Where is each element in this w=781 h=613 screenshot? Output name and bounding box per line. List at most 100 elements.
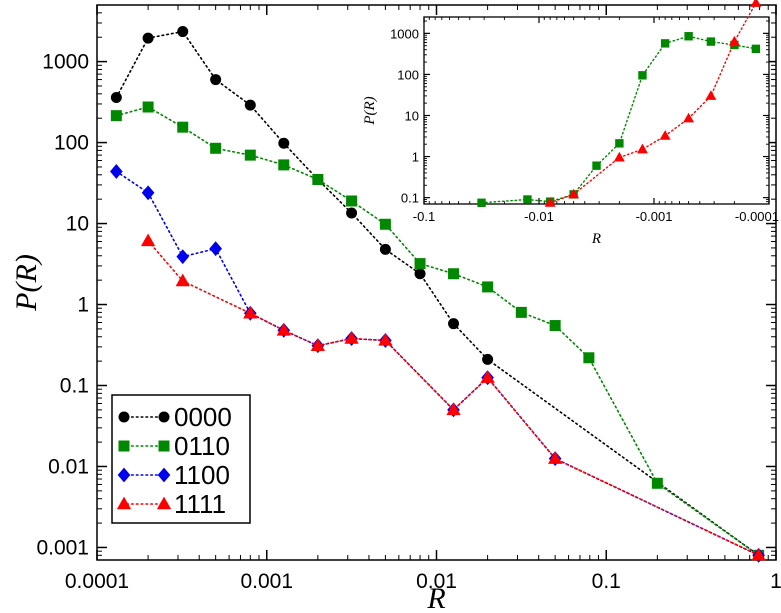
inset-chart: -0.1 -0.01 -0.001 -0.0001 0.1 1 10 100 1000 R P(R) bbox=[362, 0, 779, 247]
series-1100-point bbox=[141, 185, 155, 201]
series-0000-point bbox=[482, 353, 494, 365]
inset-y-tick-label: 1000 bbox=[390, 26, 419, 41]
inset-series-0110-point bbox=[592, 161, 601, 170]
inset-series-0110-point bbox=[477, 198, 486, 207]
series-0110-point bbox=[177, 121, 189, 133]
series-0110-point bbox=[414, 258, 426, 270]
inset-series-1111-point bbox=[683, 112, 695, 123]
series-0110-point bbox=[110, 110, 122, 122]
inset-plot-frame bbox=[423, 16, 770, 205]
x-tick-label: 1 bbox=[770, 570, 781, 593]
series-0110-point bbox=[515, 306, 527, 318]
inset-x-tick-label: -0.1 bbox=[413, 209, 435, 224]
inset-series-0110-point bbox=[706, 37, 716, 46]
series-0110-point bbox=[210, 142, 222, 154]
legend-box bbox=[111, 394, 251, 524]
series-1111-point bbox=[446, 402, 461, 416]
series-1111-point bbox=[140, 233, 156, 247]
series-1111-point bbox=[276, 322, 291, 336]
series-0000-point bbox=[379, 243, 391, 255]
inset-series-0110-point bbox=[615, 139, 624, 148]
y-axis-title: P(R) bbox=[10, 254, 43, 312]
legend-marker bbox=[158, 411, 170, 423]
inset-x-axis-title: R bbox=[591, 231, 601, 247]
series-0110-point bbox=[278, 159, 290, 171]
legend-marker bbox=[117, 467, 131, 483]
x-tick-label: 0.01 bbox=[416, 570, 457, 593]
y-tick-label: 10 bbox=[66, 213, 89, 236]
inset-series-1111-point bbox=[659, 130, 671, 140]
series-0000-point bbox=[177, 26, 189, 38]
inset-series-0110-point bbox=[660, 39, 670, 48]
inset-series-0110-point bbox=[751, 44, 761, 54]
inset-y-tick-label: 0.1 bbox=[401, 191, 419, 206]
series-0110-point bbox=[379, 218, 391, 230]
inset-series-1111-point bbox=[750, 0, 762, 7]
series-0110 bbox=[110, 101, 765, 561]
series-0110-point bbox=[583, 352, 595, 364]
legend-marker bbox=[157, 467, 171, 483]
legend-label: 1100 bbox=[174, 460, 230, 490]
series-0000-point bbox=[278, 137, 290, 149]
series-1111-point bbox=[751, 547, 766, 561]
y-tick-label: 100 bbox=[54, 132, 89, 155]
x-axis-title: R bbox=[426, 582, 445, 613]
series-0000-point bbox=[414, 268, 426, 280]
series-0110-point bbox=[244, 149, 256, 161]
series-0000-point bbox=[210, 74, 222, 86]
y-tick-label: 0.001 bbox=[36, 536, 89, 559]
series-1100-point bbox=[110, 164, 123, 179]
legend-marker bbox=[116, 496, 132, 510]
inset-series-1111-point bbox=[728, 35, 740, 46]
x-tick-label: 0.001 bbox=[240, 570, 293, 593]
series-0110-point bbox=[346, 195, 358, 207]
series-0110-point bbox=[651, 477, 663, 489]
inset-series-0110-point bbox=[684, 32, 693, 41]
series-1100-point bbox=[176, 249, 190, 265]
y-tick-label: 1000 bbox=[42, 51, 89, 74]
inset-x-tick-label: -0.01 bbox=[524, 209, 554, 224]
legend-entry-1111: 1111 bbox=[116, 489, 226, 519]
series-0110-point bbox=[448, 268, 460, 280]
inset-series-1111-point bbox=[544, 197, 556, 207]
x-tick-label: 0.1 bbox=[592, 570, 621, 593]
inset-series-0110-point bbox=[523, 195, 532, 204]
series-0110-point bbox=[312, 173, 324, 185]
inset-series-1111-point bbox=[705, 90, 717, 100]
series-1111-point bbox=[480, 370, 495, 383]
inset-minor-ticks bbox=[424, 17, 769, 204]
inset-series-1111-point bbox=[613, 151, 625, 162]
inset-y-tick-label: 1 bbox=[412, 150, 419, 165]
inset-y-tick-label: 100 bbox=[397, 67, 419, 82]
series-1111 bbox=[140, 233, 766, 561]
series-0000-point bbox=[142, 32, 154, 44]
legend-label: 0110 bbox=[174, 431, 230, 461]
legend-label: 0000 bbox=[174, 402, 232, 432]
legend-marker bbox=[156, 496, 172, 510]
legend-entry-0110: 0110 bbox=[118, 431, 230, 461]
series-1100-point bbox=[209, 241, 222, 257]
inset-x-tick-label: -0.0001 bbox=[735, 209, 779, 224]
inset-series-0110-point bbox=[638, 71, 647, 80]
series-1111-point bbox=[175, 273, 190, 287]
legend-marker bbox=[158, 440, 170, 452]
series-1111-point bbox=[344, 331, 359, 344]
inset-series-1111-point bbox=[636, 143, 648, 154]
legend-marker bbox=[118, 440, 130, 452]
inset-y-axis-title: P(R) bbox=[362, 96, 378, 125]
main-chart: 0.0001 0.001 0.01 0.1 10.0010.010.1110100100… bbox=[10, 4, 781, 613]
legend-label: 1111 bbox=[174, 489, 226, 519]
series-0000-point bbox=[448, 318, 460, 330]
inset-series-1111-point bbox=[568, 188, 580, 199]
y-tick-label: 0.01 bbox=[48, 455, 89, 478]
series-0110-point bbox=[549, 320, 561, 332]
inset-series-1111 bbox=[544, 0, 762, 207]
series-1111-point bbox=[548, 451, 563, 464]
series-1111-point bbox=[310, 338, 325, 351]
inset-y-tick-label: 10 bbox=[405, 108, 419, 123]
series-0110-point bbox=[142, 101, 154, 113]
series-0110-point bbox=[482, 281, 494, 293]
legend-marker bbox=[118, 411, 130, 423]
